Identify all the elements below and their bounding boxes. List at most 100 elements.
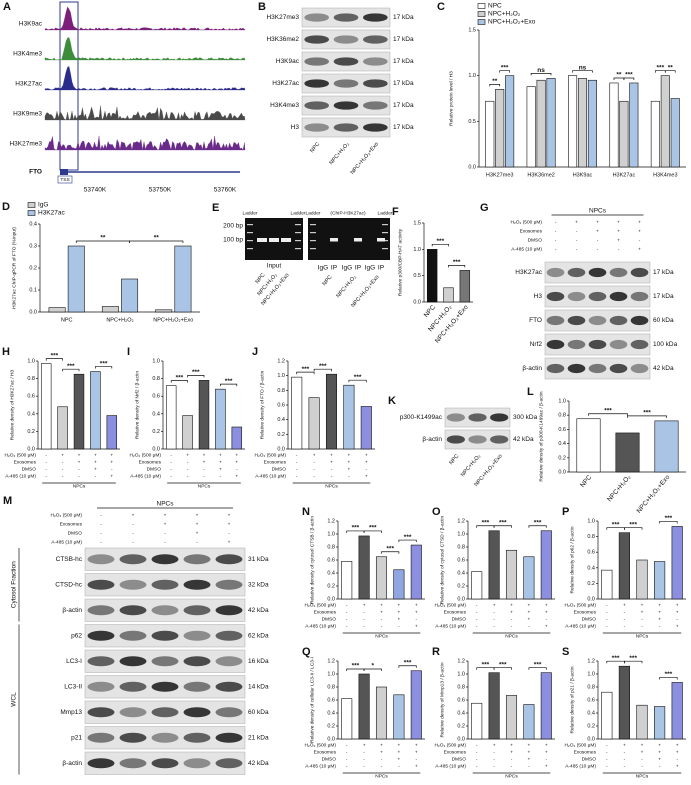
blot-band bbox=[87, 707, 115, 718]
bar bbox=[459, 270, 471, 303]
condition-label: H₂O₂ (500 μM) bbox=[510, 219, 542, 225]
significance-label: *** bbox=[534, 519, 542, 526]
condition-label: DMSO bbox=[582, 616, 597, 622]
bar bbox=[343, 384, 355, 450]
y-tick-label: 1.0 bbox=[27, 358, 35, 364]
bar bbox=[601, 691, 613, 740]
y-tick-label: 0.6 bbox=[457, 697, 465, 703]
y-tick-label: 0.8 bbox=[457, 684, 465, 690]
y-tick-label: 0.2 bbox=[27, 429, 35, 435]
significance-label: *** bbox=[354, 374, 362, 381]
bar bbox=[618, 532, 630, 600]
blot-band bbox=[215, 732, 243, 743]
condition-label: DMSO bbox=[322, 616, 337, 622]
y-axis-label: Relative density of cytosol CTSD / β-act… bbox=[439, 516, 445, 605]
blot-band bbox=[363, 123, 388, 132]
blot-band bbox=[87, 758, 115, 769]
group-label: NPCs bbox=[375, 773, 388, 779]
condition-sign: - bbox=[313, 467, 315, 472]
condition-sign: - bbox=[639, 238, 641, 243]
blot-band bbox=[363, 35, 388, 44]
legend-swatch bbox=[477, 11, 486, 17]
y-tick-label: 0.2 bbox=[457, 583, 465, 589]
y-tick-label: 1.0 bbox=[468, 73, 476, 79]
bar bbox=[540, 672, 552, 740]
condition-label: A-485 (10 μM) bbox=[130, 473, 161, 479]
bar bbox=[670, 98, 680, 168]
condition-sign: - bbox=[606, 624, 608, 629]
significance-label: *** bbox=[176, 374, 184, 381]
ladder-band bbox=[295, 232, 301, 234]
track-label: H3K9me3 bbox=[13, 111, 42, 118]
blot-band bbox=[490, 435, 509, 444]
condition-sign: + bbox=[545, 750, 548, 755]
condition-sign: + bbox=[363, 603, 366, 608]
y-tick-label: 0.4 bbox=[327, 710, 335, 716]
condition-sign: + bbox=[235, 474, 238, 479]
condition-sign: + bbox=[235, 453, 238, 458]
condition-sign: - bbox=[220, 474, 222, 479]
y-tick-label: 0.2 bbox=[587, 581, 595, 587]
bar bbox=[198, 380, 210, 450]
condition-sign: + bbox=[330, 460, 333, 465]
condition-sign: + bbox=[61, 453, 64, 458]
blot-band bbox=[183, 656, 211, 667]
y-tick-label: 1.2 bbox=[587, 658, 595, 664]
y-tick-label: 0.0 bbox=[558, 469, 566, 475]
condition-sign: + bbox=[545, 603, 548, 608]
blot-band bbox=[215, 605, 243, 616]
bar bbox=[165, 385, 177, 450]
condition-sign: + bbox=[94, 453, 97, 458]
track-label: H3K27me3 bbox=[9, 141, 42, 148]
y-tick-label: 1.2 bbox=[277, 358, 285, 364]
bar bbox=[505, 549, 518, 600]
y-tick-label: 0.2 bbox=[558, 455, 566, 461]
blot-band bbox=[333, 35, 359, 44]
blot-band bbox=[333, 101, 359, 110]
condition-sign: + bbox=[676, 603, 679, 608]
condition-sign: + bbox=[658, 750, 661, 755]
ladder-band bbox=[247, 224, 253, 226]
blot-band bbox=[183, 732, 211, 743]
significance-bracket bbox=[572, 70, 593, 73]
condition-sign: - bbox=[346, 603, 348, 608]
x-tick-label: H3K36me2 bbox=[527, 172, 555, 178]
ladder-band bbox=[310, 248, 316, 250]
legend-swatch bbox=[477, 3, 486, 9]
significance-label: *** bbox=[482, 661, 490, 668]
condition-sign: - bbox=[381, 757, 383, 762]
lane-label: NPC+H₂O₂ bbox=[460, 453, 482, 478]
tss-box bbox=[57, 175, 73, 184]
bar bbox=[523, 704, 535, 740]
condition-sign: + bbox=[545, 624, 548, 629]
condition-sign: + bbox=[164, 513, 167, 518]
condition-sign: - bbox=[78, 467, 80, 472]
condition-sign: + bbox=[235, 460, 238, 465]
significance-bracket bbox=[499, 70, 510, 73]
kda-label: 32 kDa bbox=[248, 581, 269, 588]
condition-sign: - bbox=[228, 531, 230, 536]
y-tick-label: 0.4 bbox=[587, 565, 595, 571]
blot-band bbox=[546, 315, 565, 326]
condition-sign: + bbox=[658, 757, 661, 762]
condition-label: A-485 (10 μM) bbox=[435, 623, 466, 629]
ladder-band bbox=[295, 248, 301, 250]
significance-label: *** bbox=[51, 352, 59, 359]
condition-sign: + bbox=[219, 453, 222, 458]
condition-sign: + bbox=[676, 610, 679, 615]
panel-letter: P bbox=[562, 506, 569, 518]
panel-letter: H bbox=[2, 346, 10, 358]
group-label: NPCs bbox=[157, 501, 175, 508]
condition-sign: - bbox=[576, 247, 578, 252]
legend-swatch bbox=[27, 202, 36, 208]
y-tick-label: 0.8 bbox=[327, 684, 335, 690]
condition-sign: - bbox=[62, 467, 64, 472]
blot-band bbox=[609, 363, 628, 374]
condition-sign: - bbox=[100, 540, 102, 545]
blot-band bbox=[215, 707, 243, 718]
bar bbox=[671, 682, 683, 740]
condition-label: DMSO bbox=[582, 756, 597, 762]
blot-band bbox=[609, 339, 628, 350]
significance-bracket bbox=[664, 70, 676, 73]
chip-lane: NPC+H₂O₂ bbox=[335, 274, 357, 299]
